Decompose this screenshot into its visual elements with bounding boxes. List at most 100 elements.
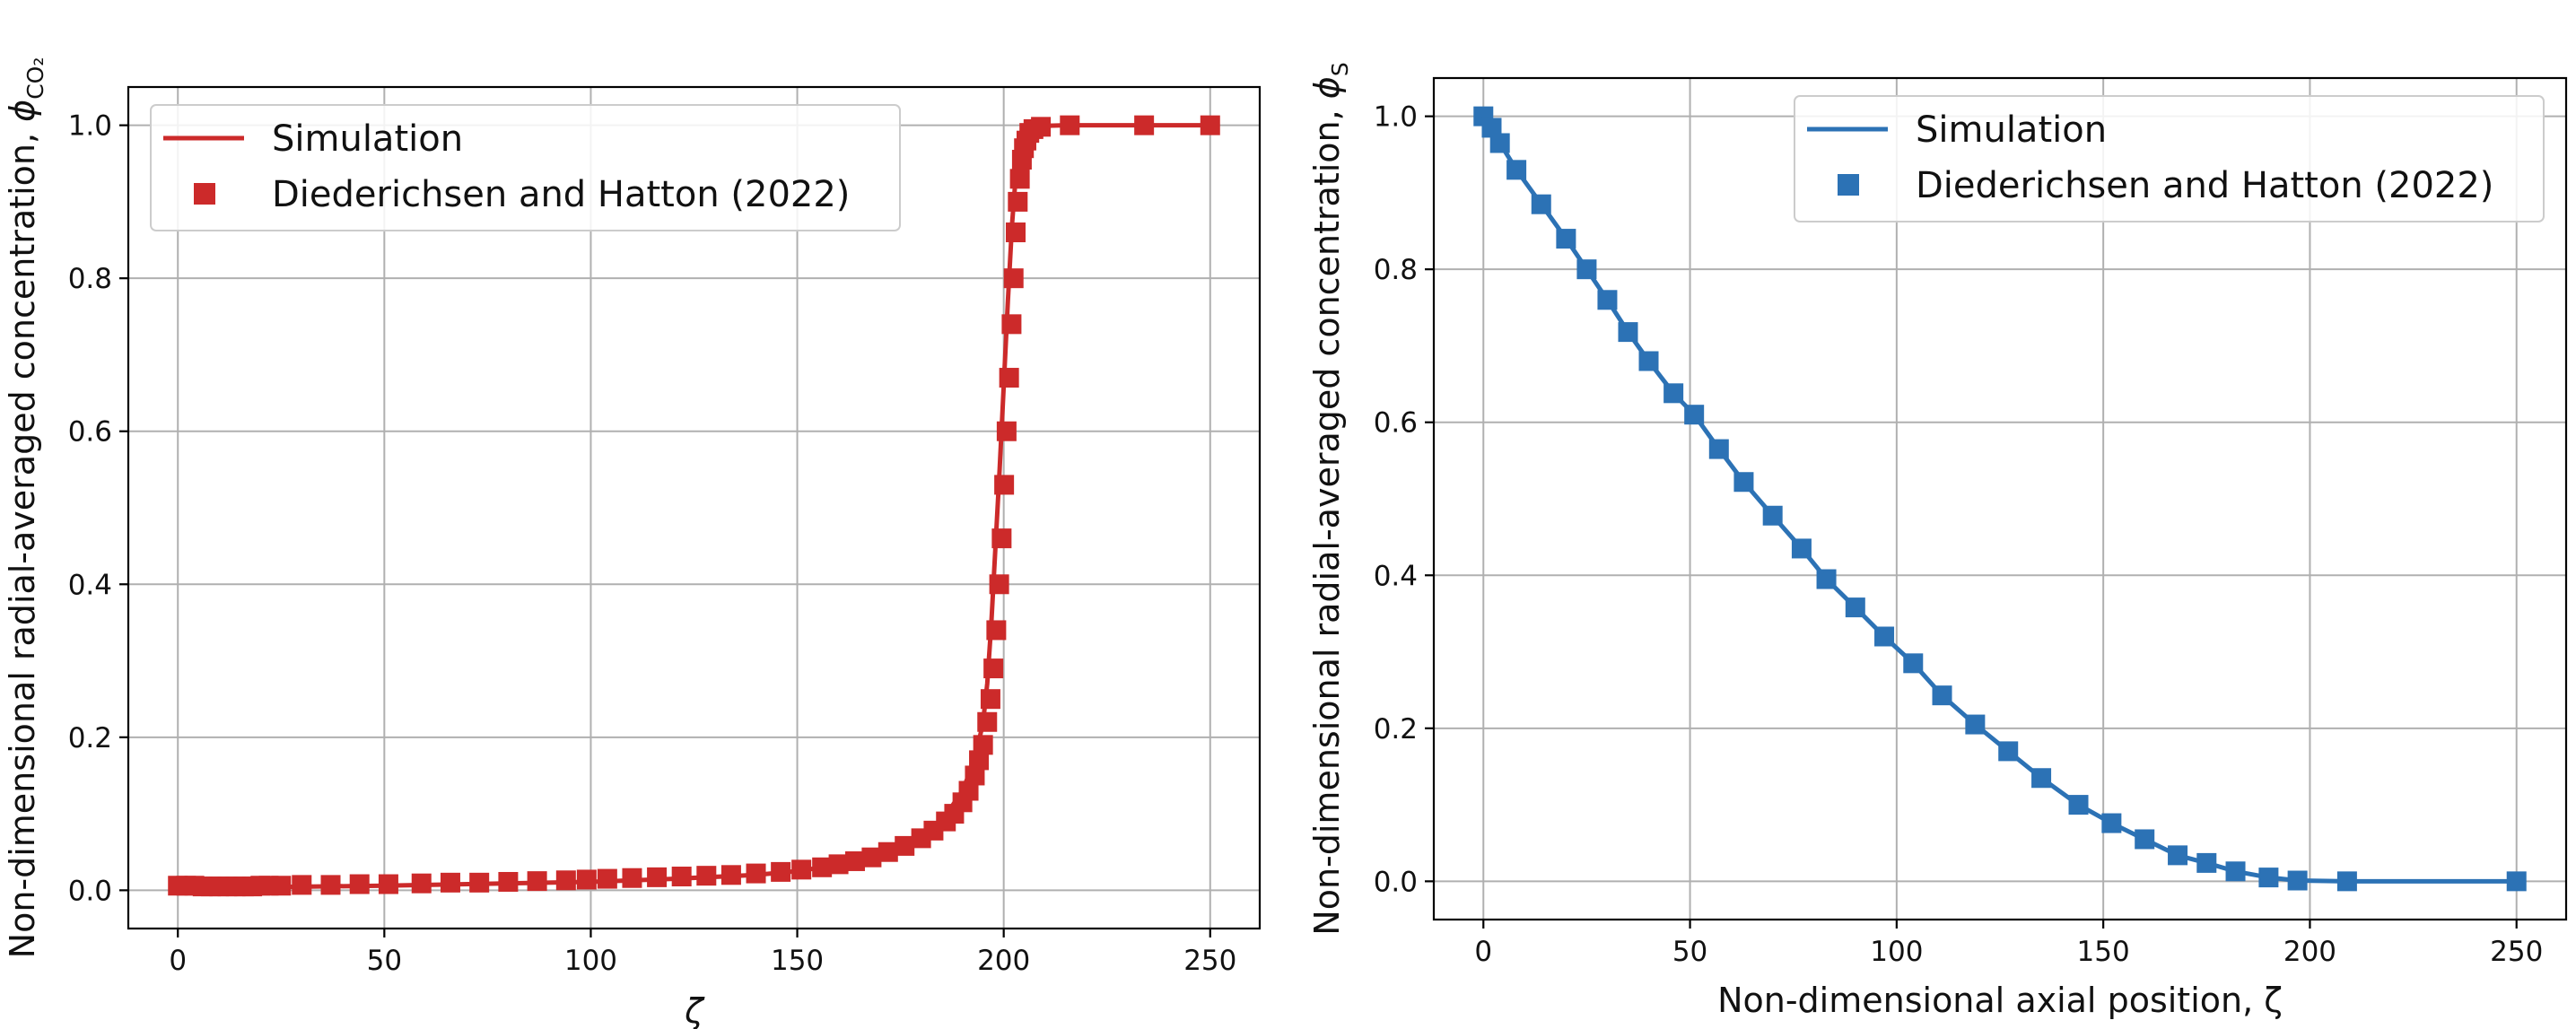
data-marker (2258, 868, 2279, 888)
legend-box (150, 104, 901, 231)
data-marker (828, 854, 849, 875)
data-marker (878, 842, 898, 862)
data-marker (1506, 160, 1527, 180)
x-tick-label: 50 (367, 945, 402, 977)
data-marker (349, 874, 370, 894)
data-marker (1489, 133, 1510, 153)
data-marker (746, 863, 766, 884)
data-marker (1932, 685, 1952, 706)
data-marker (1134, 115, 1155, 135)
data-marker (271, 876, 292, 896)
data-marker (1903, 653, 1924, 674)
y-axis-title: Non-dimensional radial-averaged concentr… (3, 57, 48, 959)
data-marker (1791, 538, 1812, 559)
data-marker (999, 368, 1019, 388)
data-marker (1708, 439, 1729, 459)
data-marker (1060, 115, 1080, 135)
y-tick-label: 0.4 (1374, 560, 1418, 592)
data-marker (791, 859, 812, 880)
data-marker (991, 528, 1012, 549)
data-marker (1006, 222, 1026, 243)
axes: 0 50 100 150 200 250 0.0 0.2 0.4 0.6 0.8 1.0 (68, 110, 1237, 977)
data-marker (973, 735, 993, 755)
data-marker (1003, 268, 1024, 289)
legend-label-reference: Diederichsen and Hatton (2022) (1916, 165, 2493, 206)
plot-area (168, 115, 1220, 897)
x-axis-title: ζ (684, 991, 705, 1029)
data-marker (1009, 169, 1030, 189)
data-marker (1618, 322, 1638, 343)
data-marker (2196, 852, 2217, 873)
right-chart-panel: 0 50 100 150 200 250 0.0 0.2 0.4 0.6 0.8 1.0 Non-dim… (1307, 62, 2568, 1020)
data-marker (2287, 870, 2308, 891)
data-marker (969, 750, 990, 771)
x-tick-label: 50 (1672, 936, 1707, 968)
y-tick-label: 0.4 (68, 569, 112, 601)
data-marker (2506, 871, 2527, 892)
left-chart-panel: 0 50 100 150 200 250 0.0 0.2 0.4 0.6 0.8 1.0 ζ Non-di… (3, 57, 1262, 1029)
data-marker (1965, 714, 1986, 735)
data-marker (720, 865, 741, 885)
data-marker (2101, 813, 2122, 833)
x-tick-label: 150 (771, 945, 824, 977)
data-marker (1031, 117, 1052, 137)
data-marker (1200, 115, 1220, 135)
y-axis-title: Non-dimensional radial-averaged concentr… (1307, 62, 1353, 935)
data-marker (1001, 314, 1022, 335)
data-marker (1684, 405, 1705, 425)
data-marker (1733, 472, 1754, 493)
data-marker (469, 872, 490, 893)
y-tick-label: 0.0 (1374, 866, 1418, 898)
data-marker (1556, 229, 1576, 249)
data-marker (2225, 861, 2246, 882)
data-marker (696, 866, 717, 886)
data-marker (2336, 871, 2357, 892)
data-marker (977, 711, 998, 732)
data-marker (994, 475, 1015, 495)
data-marker (411, 873, 432, 894)
y-tick-label: 0.8 (1374, 254, 1418, 286)
axes: 0 50 100 150 200 250 0.0 0.2 0.4 0.6 0.8 1.0 (1374, 101, 2544, 968)
data-marker (671, 867, 692, 887)
axes-frame (127, 85, 1262, 930)
data-marker (1845, 597, 1865, 618)
legend-label-simulation: Simulation (1916, 109, 2107, 151)
data-marker (983, 658, 1004, 679)
data-marker (989, 574, 1009, 595)
data-marker (1576, 259, 1597, 280)
legend-label-reference: Diederichsen and Hatton (2022) (272, 174, 850, 215)
y-tick-label: 0.8 (68, 263, 112, 295)
y-tick-label: 0.0 (68, 875, 112, 907)
axes-frame (1432, 76, 2568, 921)
y-tick-label: 0.2 (68, 722, 112, 754)
y-tick-label: 0.6 (68, 416, 112, 449)
data-marker (1481, 118, 1502, 138)
data-marker (1874, 626, 1895, 647)
x-tick-label: 100 (564, 945, 617, 977)
x-tick-label: 0 (1474, 936, 1492, 968)
data-marker (622, 868, 642, 888)
data-marker (895, 835, 915, 856)
x-tick-label: 150 (2077, 936, 2130, 968)
data-marker (597, 868, 617, 889)
y-tick-label: 1.0 (68, 110, 112, 143)
data-marker (647, 867, 668, 887)
data-marker (1008, 191, 1028, 212)
data-marker (555, 870, 576, 891)
data-marker (292, 875, 312, 895)
plot-area (1473, 106, 2527, 892)
simulation-line (1481, 115, 2517, 884)
x-tick-label: 0 (169, 945, 187, 977)
y-tick-label: 1.0 (1374, 101, 1418, 134)
legend-label-simulation: Simulation (272, 118, 463, 160)
legend-marker-swatch (194, 183, 215, 205)
data-marker (1531, 194, 1551, 214)
data-marker (2031, 768, 2052, 789)
data-marker (861, 847, 882, 868)
data-marker (576, 869, 597, 890)
x-tick-label: 250 (1183, 945, 1236, 977)
data-marker (1998, 741, 2019, 762)
y-tick-label: 0.2 (1374, 713, 1418, 746)
data-marker (320, 875, 341, 895)
